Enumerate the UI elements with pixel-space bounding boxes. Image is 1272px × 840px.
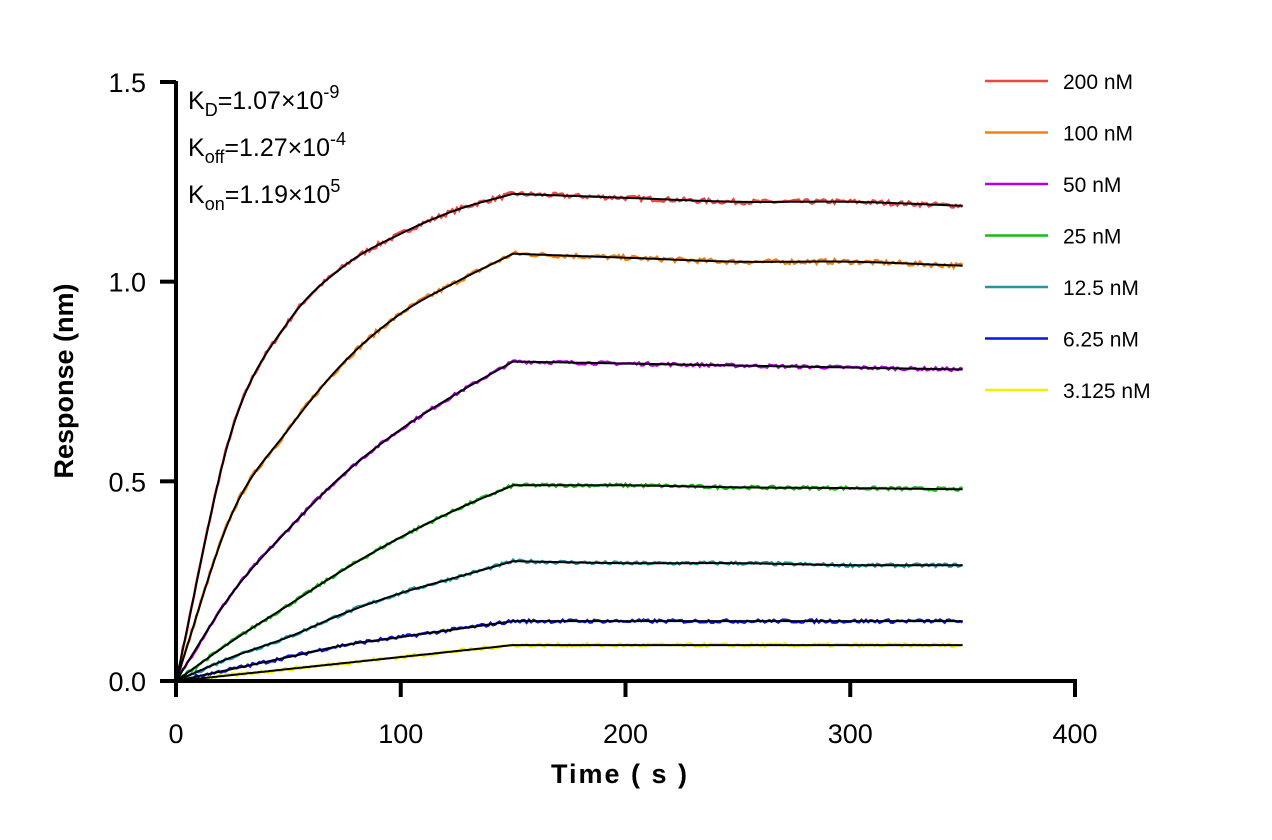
fit-curve-12-5-nM — [175, 560, 963, 682]
fit-curve-50-nM — [175, 360, 963, 682]
fit-curve-25-nM — [175, 484, 963, 682]
fit-curve-6-25-nM — [175, 620, 963, 682]
kinetic-constant: Kon=1.19×105 — [188, 176, 340, 214]
kinetic-constants: KD=1.07×10-9 Koff=1.27×10-4 Kon=1.19×105 — [188, 82, 346, 214]
fit-curve-100-nM — [175, 252, 963, 682]
x-tick-label: 300 — [828, 719, 873, 749]
axes — [174, 81, 1077, 683]
data-curve-3-125-nM — [175, 641, 964, 683]
legend-label: 50 nM — [1063, 174, 1121, 197]
y-tick-label: 1.5 — [108, 68, 146, 98]
y-tick-label: 0.5 — [108, 467, 146, 497]
x-tick-label: 200 — [603, 719, 648, 749]
y-tick-label: 1.0 — [108, 268, 146, 298]
fit-curve-3-125-nM — [175, 644, 963, 682]
data-curve-50-nM — [174, 359, 964, 682]
legend-label: 200 nM — [1063, 71, 1133, 94]
data-curve-200-nM — [174, 190, 964, 682]
legend-label: 100 nM — [1063, 123, 1133, 146]
legend-label: 6.25 nM — [1063, 329, 1139, 352]
ticks: 0 100 200 300 400 0.0 0.5 1.0 1.5 — [108, 68, 1097, 749]
y-axis-label: Response (nm) — [49, 283, 79, 478]
x-tick-label: 400 — [1052, 719, 1097, 749]
kinetic-constant: KD=1.07×10-9 — [188, 82, 339, 120]
x-tick-label: 100 — [378, 719, 423, 749]
y-tick-label: 0.0 — [108, 667, 146, 697]
legend: 200 nM 100 nM 50 nM 25 nM 12.5 nM 6.25 nM 3.12… — [985, 71, 1151, 403]
x-axis-label: Time ( s ) — [551, 759, 689, 789]
kinetic-constant: Koff=1.27×10-4 — [188, 129, 346, 167]
legend-label: 12.5 nM — [1063, 277, 1139, 300]
legend-label: 25 nM — [1063, 226, 1121, 249]
curves — [174, 190, 964, 683]
legend-label: 3.125 nM — [1063, 380, 1151, 403]
data-curve-6-25-nM — [175, 617, 964, 683]
data-curve-25-nM — [175, 481, 963, 683]
x-tick-label: 0 — [168, 719, 183, 749]
fit-curve-200-nM — [175, 192, 963, 682]
